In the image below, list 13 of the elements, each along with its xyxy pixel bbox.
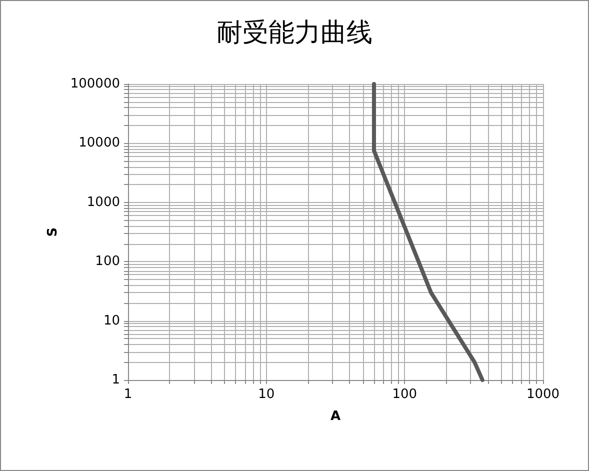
y-tick-label: 100000 [70,76,120,92]
x-tick-label: 1 [124,387,132,402]
y-tick-label: 10 [103,313,120,328]
y-tick-label: 1 [112,372,120,388]
y-tick-label: 100 [95,254,120,270]
chart-title: 耐受能力曲线 [216,18,372,48]
x-tick-label: 10 [258,387,275,402]
y-tick-label: 1000 [86,194,120,210]
x-axis-title: A [330,409,341,424]
y-tick-label: 10000 [78,136,120,151]
x-tick-label: 100 [392,387,418,402]
y-axis-title: S [45,227,60,237]
x-tick-label: 1000 [526,387,560,402]
